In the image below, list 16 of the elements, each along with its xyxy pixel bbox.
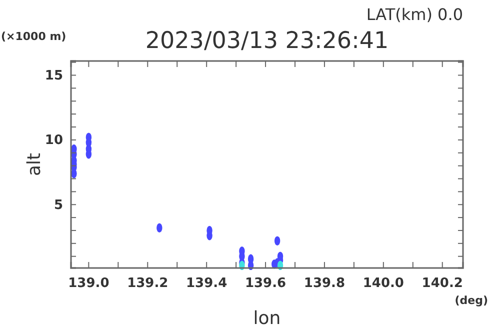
y-tick-label: 15	[44, 68, 63, 84]
x-tick-label: 139.4	[186, 276, 228, 292]
x-tick-label: 139.2	[127, 276, 168, 292]
x-tick-label: 139.8	[304, 276, 346, 292]
text: (deg)	[454, 294, 488, 307]
y-tick-label: 10	[44, 133, 63, 148]
y-axis-title: alt	[24, 152, 45, 176]
x-axis-title: lon	[253, 308, 281, 329]
chart-subtitle: LAT(km) 0.0	[366, 5, 463, 24]
text: (×1000 m)	[1, 30, 66, 43]
y-tick-label: 5	[54, 198, 63, 213]
x-tick-label: 140.2	[422, 276, 463, 292]
x-tick-label: 140.0	[362, 276, 404, 292]
x-tick-label: 139.0	[68, 276, 110, 292]
x-tick-label: 139.6	[244, 276, 286, 292]
chart-title: 2023/03/13 23:26:41	[145, 28, 389, 54]
